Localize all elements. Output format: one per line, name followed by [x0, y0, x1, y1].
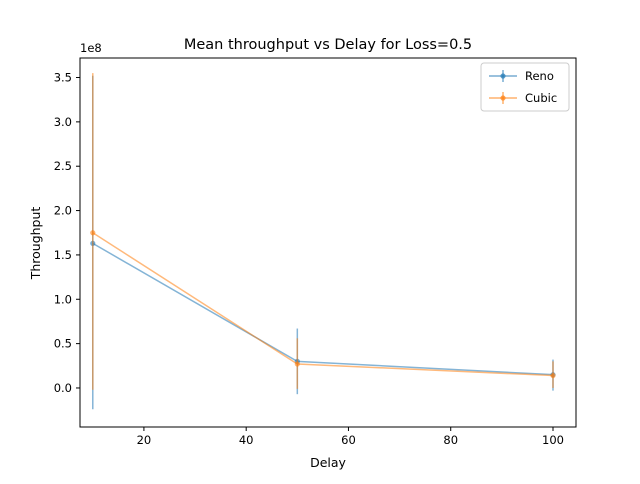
- y-tick-label-3: 1.5: [54, 248, 72, 262]
- plot-area: [90, 73, 556, 410]
- data-point-cubic-1: [294, 361, 300, 367]
- y-tick-label-5: 2.5: [54, 159, 72, 173]
- data-point-cubic-2: [550, 372, 556, 379]
- legend-label-cubic: Cubic: [525, 91, 557, 105]
- legend-marker-reno: [500, 73, 506, 79]
- x-tick-label-3: 80: [443, 433, 458, 447]
- chart-title: Mean throughput vs Delay for Loss=0.5: [184, 37, 472, 53]
- x-tick-label-0: 20: [137, 433, 152, 447]
- series-line-cubic: [92, 232, 554, 377]
- axes: 20 40 60 80 100 0.0 0.5 1.0 1.5 2.0 2.5 3.0 3.5: [54, 57, 577, 447]
- y-tick-label-0: 0.0: [54, 381, 72, 395]
- x-tick-label-4: 100: [542, 433, 564, 447]
- y-tick-label-4: 2.0: [54, 204, 72, 218]
- y-tick-label-2: 1.0: [54, 292, 72, 306]
- x-axis-label: Delay: [310, 455, 346, 470]
- y-axis-label: Throughput: [28, 207, 43, 281]
- legend: Reno Cubic: [480, 62, 570, 112]
- y-tick-label-1: 0.5: [54, 337, 72, 351]
- x-tick-label-2: 60: [341, 433, 356, 447]
- series-line-reno: [92, 242, 554, 376]
- x-tick-label-1: 40: [239, 433, 254, 447]
- data-point-cubic-0: [90, 230, 96, 236]
- axes-frame: [79, 57, 577, 428]
- legend-label-reno: Reno: [525, 69, 554, 83]
- y-offset-label: 1e8: [80, 41, 102, 55]
- y-tick-label-7: 3.5: [54, 71, 72, 85]
- y-tick-label-6: 3.0: [54, 115, 72, 129]
- legend-marker-cubic: [500, 95, 506, 101]
